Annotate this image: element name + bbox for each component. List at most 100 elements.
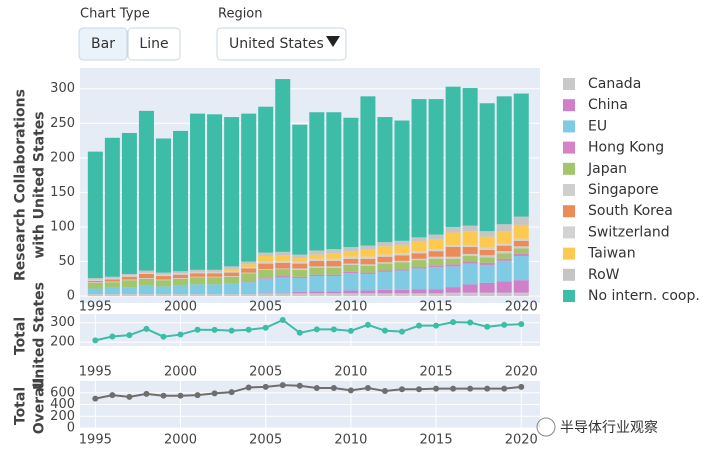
bar-segment (462, 261, 478, 264)
bar-segment (394, 120, 410, 241)
bar-segment (428, 267, 444, 290)
legend-swatch (563, 78, 575, 90)
point (177, 392, 184, 399)
bar-segment (104, 281, 120, 283)
bar-segment (173, 271, 189, 274)
bar-segment (360, 258, 376, 265)
point (211, 390, 218, 397)
bar-segment (292, 269, 308, 277)
bar-segment (479, 255, 495, 258)
point (381, 387, 388, 394)
bar-segment (121, 275, 137, 277)
point (467, 385, 474, 392)
bar-segment (445, 244, 461, 248)
chart-type-label: Chart Type (80, 7, 150, 22)
region-value[interactable]: United States (229, 36, 324, 52)
region-dropdown[interactable] (216, 27, 347, 61)
bar-segment (411, 260, 427, 268)
bar-segment (343, 247, 359, 252)
y-axis-title: Overall (32, 378, 48, 434)
bar-segment (496, 251, 512, 254)
bar-segment (309, 260, 325, 267)
bar-segment (496, 258, 512, 261)
bar-segment (309, 267, 325, 275)
bar-segment (104, 282, 120, 288)
y-tick-label: 150 (50, 185, 75, 200)
bar-segment (87, 282, 103, 283)
bar-segment (138, 272, 154, 274)
y-tick-label: 300 (50, 81, 75, 96)
bar-segment (377, 289, 393, 294)
bar-segment (138, 270, 154, 273)
y-tick-label: 400 (50, 397, 75, 412)
line-button-text[interactable]: Line (139, 36, 168, 52)
bar-segment (360, 290, 376, 294)
bar-segment (479, 247, 495, 250)
bar-segment (87, 278, 103, 280)
bar-segment (496, 260, 512, 282)
bar-segment (258, 256, 274, 262)
bar-segment (104, 294, 120, 297)
bar-segment (104, 137, 120, 277)
bar-segment (155, 138, 171, 273)
bar-segment (275, 277, 291, 293)
bar-segment (377, 242, 393, 247)
bar-segment (479, 257, 495, 263)
bar-segment (377, 271, 393, 290)
bar-segment (87, 288, 103, 295)
bar-segment (224, 272, 240, 277)
bar-button-text[interactable]: Bar (91, 36, 115, 52)
bar-button[interactable] (78, 27, 128, 61)
bar-segment (343, 290, 359, 294)
bar-segment (428, 99, 444, 235)
bar-segment (496, 96, 512, 225)
legend-label: Switzerland (588, 224, 670, 240)
bar-segment (275, 292, 291, 294)
bar-segment (121, 276, 137, 280)
bar-segment (360, 245, 376, 250)
bar-segment (479, 236, 495, 248)
bar-segment (445, 247, 461, 257)
region-label: Region (218, 7, 263, 22)
bar-segment (411, 241, 427, 252)
point (501, 385, 508, 392)
bar-segment (445, 258, 461, 265)
bar-segment (394, 270, 410, 290)
bar-segment (479, 262, 495, 265)
point (518, 321, 525, 328)
y-tick-label: 0 (67, 289, 75, 304)
dropdown-arrow[interactable] (326, 36, 340, 47)
bar-segment (292, 293, 308, 297)
bar-segment (224, 266, 240, 270)
point (109, 333, 116, 340)
bar-segment (155, 286, 171, 295)
bar-segment (190, 294, 206, 297)
x-tick-label: 1995 (79, 300, 112, 315)
point (433, 322, 440, 329)
bar-segment (190, 284, 206, 295)
bar-segment (496, 231, 512, 244)
bar-segment (173, 130, 189, 272)
line-button[interactable] (127, 27, 181, 61)
bar-segment (275, 276, 291, 278)
x-tick-label: 2010 (334, 433, 367, 448)
y-axis-title: United States (32, 282, 48, 390)
bar-segment (513, 248, 529, 254)
bar-segment (513, 246, 529, 249)
bar-segment (326, 249, 342, 254)
bar-segment (309, 258, 325, 261)
bar-segment (138, 285, 154, 295)
bar-segment (155, 280, 171, 287)
bar-segment (428, 251, 444, 257)
bar-segment (292, 261, 308, 264)
bar-segment (479, 264, 495, 283)
bar-segment (428, 239, 444, 250)
bar-segment (87, 294, 103, 297)
bar-segment (121, 132, 137, 274)
legend-swatch (563, 99, 575, 112)
bar-segment (138, 294, 154, 297)
point (347, 327, 354, 334)
bar-segment (343, 117, 359, 248)
bar-segment (326, 291, 342, 294)
